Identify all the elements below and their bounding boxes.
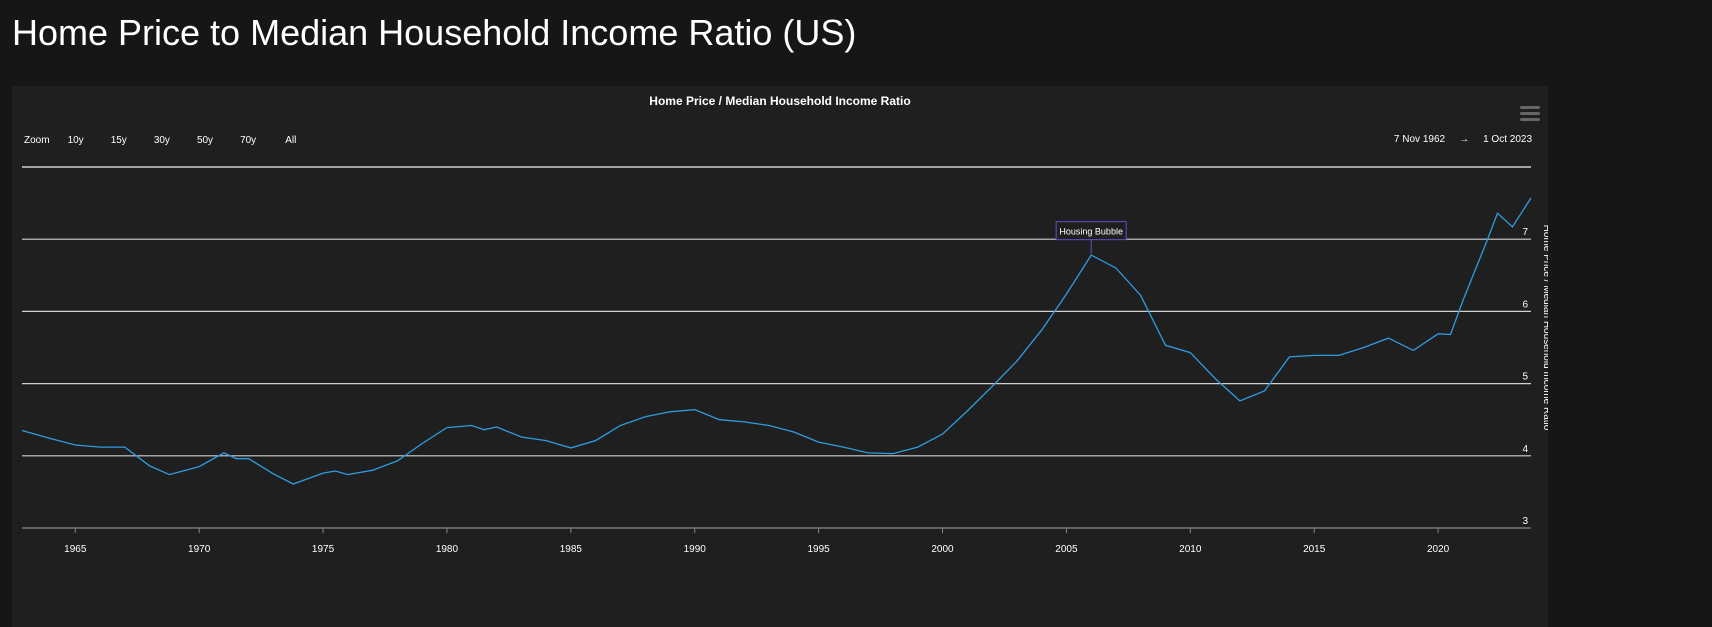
y-tick-label: 5 <box>1522 372 1528 383</box>
y-axis-title: Home Price / Median Household Income Rat… <box>1541 225 1548 431</box>
x-tick-label: 2005 <box>1055 544 1078 555</box>
annotation-label: Housing Bubble <box>1059 227 1123 237</box>
hamburger-menu-icon[interactable] <box>1520 106 1540 122</box>
zoom-70y-button[interactable]: 70y <box>240 135 257 146</box>
y-tick-label: 6 <box>1522 299 1528 310</box>
y-tick-label: 4 <box>1522 444 1528 455</box>
x-tick-label: 2020 <box>1427 544 1450 555</box>
y-tick-label: 3 <box>1522 516 1528 527</box>
annotation-box <box>1055 221 1127 241</box>
chart-container: 3 4 5 6 7 1965 1970 1975 1980 1985 1990 1995 2000 200… <box>12 86 1548 627</box>
x-tick-label: 1980 <box>436 544 459 555</box>
range-arrow: → <box>1459 134 1470 145</box>
zoom-50y-button[interactable]: 50y <box>196 135 214 146</box>
x-tick-label: 1975 <box>312 544 335 555</box>
zoom-30y-button[interactable]: 30y <box>153 135 170 146</box>
series-line-0 <box>21 197 1532 485</box>
zoom-selector: Zoom 10y 15y 30y 50y 70y All <box>24 135 296 146</box>
range-from-input[interactable]: 7 Nov 1962 <box>1393 134 1446 145</box>
x-tick-label: 1995 <box>807 544 830 555</box>
zoom-label: Zoom <box>24 135 50 146</box>
zoom-10y-button[interactable]: 10y <box>67 135 84 146</box>
chart-plot: 3 4 5 6 7 1965 1970 1975 1980 1985 1990 1995 2000 200… <box>21 166 1548 555</box>
x-tick-label: 2000 <box>931 544 954 555</box>
x-tick-label: 2010 <box>1179 544 1202 555</box>
zoom-all-button[interactable]: All <box>285 135 297 146</box>
x-tick-label: 2015 <box>1303 544 1326 555</box>
page-title: Home Price to Median Household Income Ra… <box>12 12 857 53</box>
x-tick-label: 1965 <box>64 544 87 555</box>
chart-title: Home Price / Median Household Income Rat… <box>649 94 911 108</box>
date-range: 7 Nov 1962 → 1 Oct 2023 <box>1394 134 1532 145</box>
range-to-input[interactable]: 1 Oct 2023 <box>1483 134 1532 145</box>
x-tick-label: 1985 <box>560 544 583 555</box>
y-tick-label: 7 <box>1522 227 1528 238</box>
zoom-15y-button[interactable]: 15y <box>110 135 127 146</box>
x-tick-label: 1990 <box>684 544 707 555</box>
x-tick-label: 1970 <box>188 544 211 555</box>
